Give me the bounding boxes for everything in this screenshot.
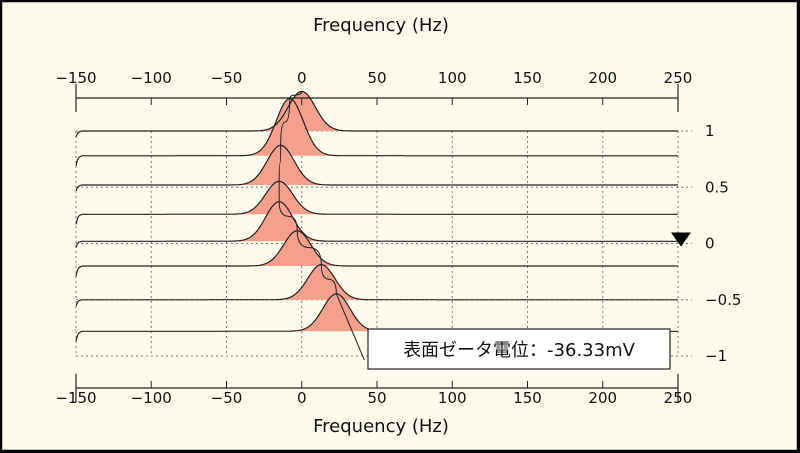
bottom-tick-labels: −150 −100 −50 0 50 100 150 200 250 [55, 389, 692, 407]
top-tick-label: 50 [367, 69, 386, 87]
top-tick-labels: −150 −100 −50 0 50 100 150 200 250 [55, 69, 692, 87]
right-tick-label: 0 [705, 235, 715, 253]
zeta-potential-label: 表面ゼータ電位：-36.33mV [403, 340, 636, 361]
spectrum-line-1 [75, 90, 678, 138]
top-tick-label: 100 [438, 69, 467, 87]
top-tick-label: 150 [513, 69, 542, 87]
level-marker-triangle [671, 232, 691, 247]
bottom-tick-label: −150 [55, 389, 96, 407]
bottom-tick-label: 150 [513, 389, 542, 407]
spectrum-line-2 [75, 97, 678, 166]
peak-fill-8 [291, 293, 382, 332]
bottom-tick-label: 100 [438, 389, 467, 407]
waterfall-chart: −150 −100 −50 0 50 100 150 200 250 −150 −100 −50 0 5… [55, 15, 741, 437]
top-tick-label: 200 [588, 69, 617, 87]
spectrum-line-3 [75, 144, 678, 192]
spectrum-line-7 [75, 263, 678, 307]
top-tick-label: −50 [211, 69, 243, 87]
bottom-axis-title: Frequency (Hz) [313, 416, 449, 437]
bottom-tick-label: 0 [297, 389, 307, 407]
spectrum-line-4 [75, 180, 678, 225]
bottom-tick-label: 50 [367, 389, 386, 407]
right-tick-label: 0.5 [705, 178, 729, 196]
top-tick-label: 250 [664, 69, 693, 87]
bottom-tick-label: 250 [664, 389, 693, 407]
peak-trend-curve [278, 91, 365, 361]
grid [75, 130, 692, 357]
bottom-tick-label: 200 [588, 389, 617, 407]
right-tick-label: −1 [705, 347, 727, 365]
right-tick-label: −0.5 [705, 291, 741, 309]
spectrum-line-5 [75, 201, 678, 248]
top-tick-label: −150 [55, 69, 96, 87]
peak-fill-6 [252, 230, 343, 266]
right-tick-labels: 1 0.5 0 −0.5 −1 [705, 122, 741, 365]
right-tick-label: 1 [705, 122, 715, 140]
spectra-lines [75, 90, 678, 342]
bottom-tick-label: −50 [211, 389, 243, 407]
top-tick-label: 0 [297, 69, 307, 87]
top-tick-label: −100 [131, 69, 172, 87]
top-axis-title: Frequency (Hz) [313, 15, 449, 36]
spectrum-line-6 [75, 230, 678, 277]
bottom-tick-label: −100 [131, 389, 172, 407]
peak-fill-1 [256, 91, 347, 131]
axes [75, 84, 679, 402]
annotation-box: 表面ゼータ電位：-36.33mV [367, 328, 671, 370]
